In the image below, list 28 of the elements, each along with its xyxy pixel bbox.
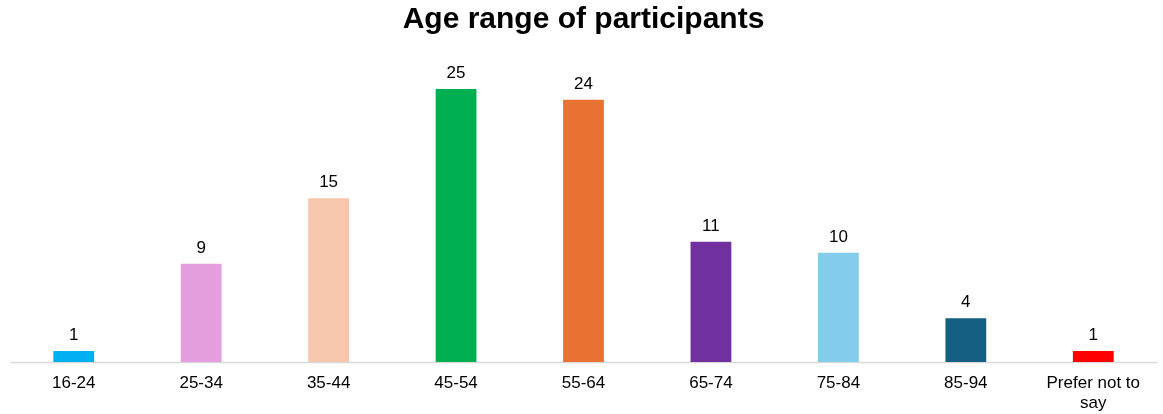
bar bbox=[435, 88, 477, 362]
x-tick-label: 45-54 bbox=[434, 372, 478, 392]
bar bbox=[818, 252, 859, 362]
x-tick-label: 35-44 bbox=[306, 372, 351, 392]
bar bbox=[308, 198, 349, 362]
bar bbox=[53, 351, 95, 362]
data-label: 1 bbox=[1088, 325, 1099, 345]
data-label: 15 bbox=[319, 172, 339, 192]
data-label: 1 bbox=[68, 325, 79, 345]
data-label: 9 bbox=[196, 237, 206, 257]
x-tick-label: 65-74 bbox=[689, 372, 733, 392]
data-label: 24 bbox=[574, 73, 593, 93]
bar bbox=[563, 99, 604, 362]
x-tick-label: 16-24 bbox=[51, 372, 96, 392]
x-tick-label: Prefer not to say bbox=[1046, 372, 1141, 412]
bar bbox=[1072, 351, 1114, 362]
chart-title: Age range of participants bbox=[402, 0, 765, 34]
x-tick-label: 25-34 bbox=[179, 372, 223, 392]
data-label: 11 bbox=[702, 215, 720, 235]
bar bbox=[690, 241, 732, 362]
x-tick-label: 85-94 bbox=[944, 372, 988, 392]
x-tick-label: 55-64 bbox=[561, 372, 606, 392]
data-label: 25 bbox=[446, 62, 466, 82]
data-label: 10 bbox=[828, 226, 848, 246]
data-label: 4 bbox=[961, 292, 971, 312]
x-tick-label: 75-84 bbox=[816, 372, 861, 392]
bar bbox=[945, 318, 987, 362]
bar bbox=[180, 263, 222, 362]
